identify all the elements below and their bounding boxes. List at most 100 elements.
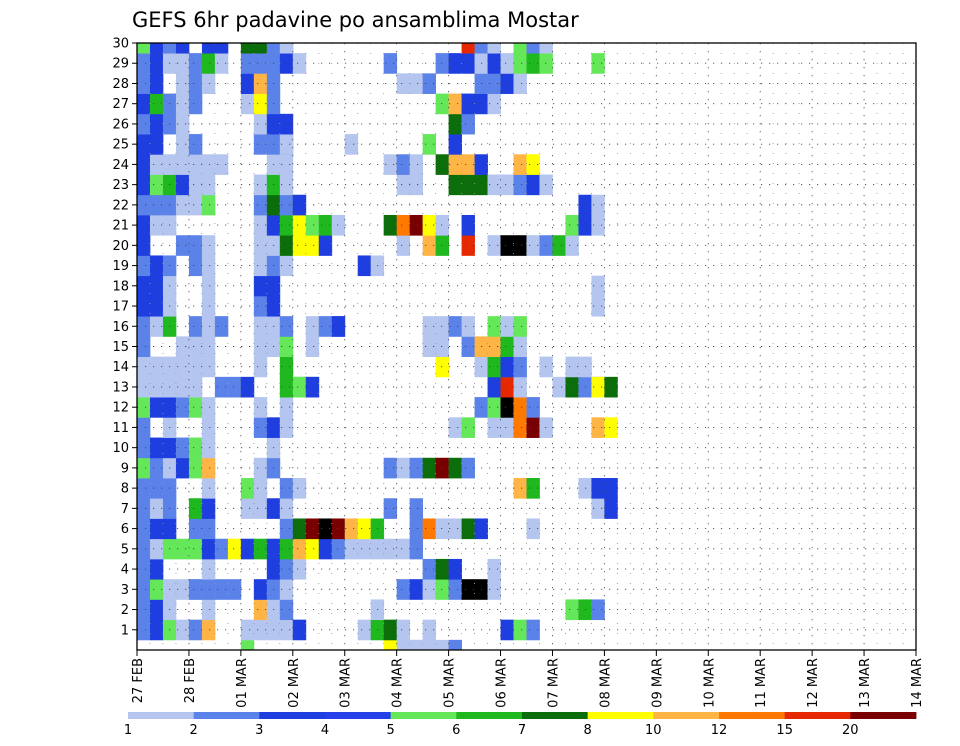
- heatmap-cell: [396, 457, 411, 479]
- heatmap-cell: [500, 316, 514, 337]
- heatmap-cell: [435, 93, 449, 115]
- heatmap-cell: [253, 73, 268, 94]
- heatmap-cell: [448, 93, 462, 115]
- y-tick-label: 19: [112, 259, 129, 274]
- heatmap-cell: [137, 194, 177, 216]
- heatmap-cell: [422, 134, 437, 155]
- heatmap-cell: [526, 518, 540, 540]
- heatmap-cell: [383, 214, 398, 236]
- y-tick-label: 22: [112, 198, 129, 213]
- heatmap-cell: [526, 43, 540, 54]
- y-tick-label: 16: [112, 320, 129, 335]
- heatmap-cell: [137, 73, 151, 94]
- heatmap-cell: [331, 538, 346, 560]
- heatmap-cell: [513, 619, 527, 641]
- heatmap-cell: [461, 417, 475, 438]
- heatmap-cell: [137, 53, 151, 74]
- heatmap-cell: [214, 154, 229, 175]
- heatmap-cell: [435, 558, 449, 580]
- heatmap-cell: [137, 558, 151, 580]
- heatmap-cell: [500, 53, 514, 74]
- colorbar-swatch: [719, 712, 786, 719]
- heatmap-cell: [448, 558, 462, 580]
- colorbar: 1 2 3 4 5 6 7 8 10 12 15 20: [124, 712, 917, 738]
- heatmap-cell: [409, 579, 424, 600]
- heatmap-cell: [201, 235, 216, 256]
- heatmap-cell: [279, 316, 294, 337]
- x-tick-label: 02 MAR: [287, 658, 302, 708]
- heatmap-cell: [149, 113, 164, 135]
- heatmap-cell: [357, 518, 372, 540]
- heatmap-cell: [461, 154, 475, 175]
- heatmap-cell: [591, 295, 605, 317]
- heatmap-cell: [292, 194, 307, 216]
- heatmap-cell: [513, 43, 527, 54]
- heatmap-cell: [422, 214, 437, 236]
- heatmap-cell: [487, 43, 501, 54]
- x-tick-label: 01 MAR: [235, 658, 250, 708]
- heatmap-cell: [513, 316, 527, 337]
- heatmap-cell: [201, 194, 216, 216]
- heatmap-cell: [422, 639, 437, 651]
- heatmap-cell: [305, 518, 320, 540]
- heatmap-cell: [461, 235, 475, 256]
- heatmap-cell: [448, 639, 462, 651]
- heatmap-cell: [526, 154, 540, 175]
- heatmap-cell: [487, 235, 501, 256]
- y-tick-label: 9: [121, 461, 129, 476]
- heatmap-cell: [357, 538, 372, 560]
- chart-title: GEFS 6hr padavine po ansamblima Mostar: [132, 8, 579, 32]
- heatmap-cell: [188, 498, 203, 519]
- colorbar-label: 4: [321, 723, 329, 738]
- heatmap-cell: [448, 316, 462, 337]
- heatmap-cell: [175, 93, 190, 115]
- heatmap-cell: [318, 538, 333, 560]
- heatmap-cell: [435, 235, 449, 256]
- heatmap-cell: [435, 579, 449, 600]
- y-tick-label: 10: [112, 441, 129, 456]
- heatmap-cell: [137, 295, 164, 317]
- heatmap-cell: [175, 73, 190, 94]
- heatmap-cell: [149, 43, 164, 54]
- heatmap-cell: [149, 174, 164, 196]
- heatmap-cell: [396, 154, 411, 175]
- heatmap-cell: [422, 235, 437, 256]
- heatmap-cell: [487, 174, 501, 196]
- heatmap-cell: [279, 174, 294, 196]
- heatmap-cell: [175, 397, 190, 418]
- heatmap-cell: [604, 498, 618, 519]
- heatmap-cell: [162, 43, 177, 54]
- heatmap-cell: [591, 214, 605, 236]
- x-tick-label: 08 MAR: [598, 658, 613, 708]
- heatmap-cell: [422, 558, 437, 580]
- heatmap-cell: [565, 235, 579, 256]
- heatmap-cell: [513, 53, 527, 74]
- heatmap-cell: [500, 336, 514, 358]
- heatmap-cells: [137, 43, 618, 651]
- heatmap-cell: [188, 53, 203, 74]
- heatmap-cell: [175, 457, 190, 479]
- heatmap-cell: [279, 417, 294, 438]
- heatmap-cell: [201, 619, 216, 641]
- heatmap-cell: [305, 316, 320, 337]
- heatmap-cell: [188, 619, 203, 641]
- heatmap-cell: [461, 113, 475, 135]
- heatmap-cell: [396, 214, 411, 236]
- heatmap-cell: [175, 235, 203, 256]
- x-axis: 27 FEB 28 FEB 01 MAR 02 MAR 03 MAR 04 MAR 05 M…: [131, 650, 925, 708]
- x-tick-label: 28 FEB: [183, 658, 198, 703]
- heatmap-cell: [175, 113, 190, 135]
- heatmap-cell: [188, 397, 203, 418]
- heatmap-cell: [240, 498, 268, 519]
- heatmap-cell: [448, 174, 488, 196]
- heatmap-cell: [565, 356, 592, 378]
- heatmap-cell: [500, 417, 514, 438]
- heatmap-cell: [513, 336, 527, 358]
- heatmap-cell: [500, 73, 514, 94]
- heatmap-cell: [137, 93, 151, 115]
- heatmap-cell: [214, 538, 229, 560]
- heatmap-cell: [292, 619, 307, 641]
- heatmap-cell: [201, 295, 216, 317]
- heatmap-cell: [552, 235, 566, 256]
- heatmap-cell: [487, 417, 501, 438]
